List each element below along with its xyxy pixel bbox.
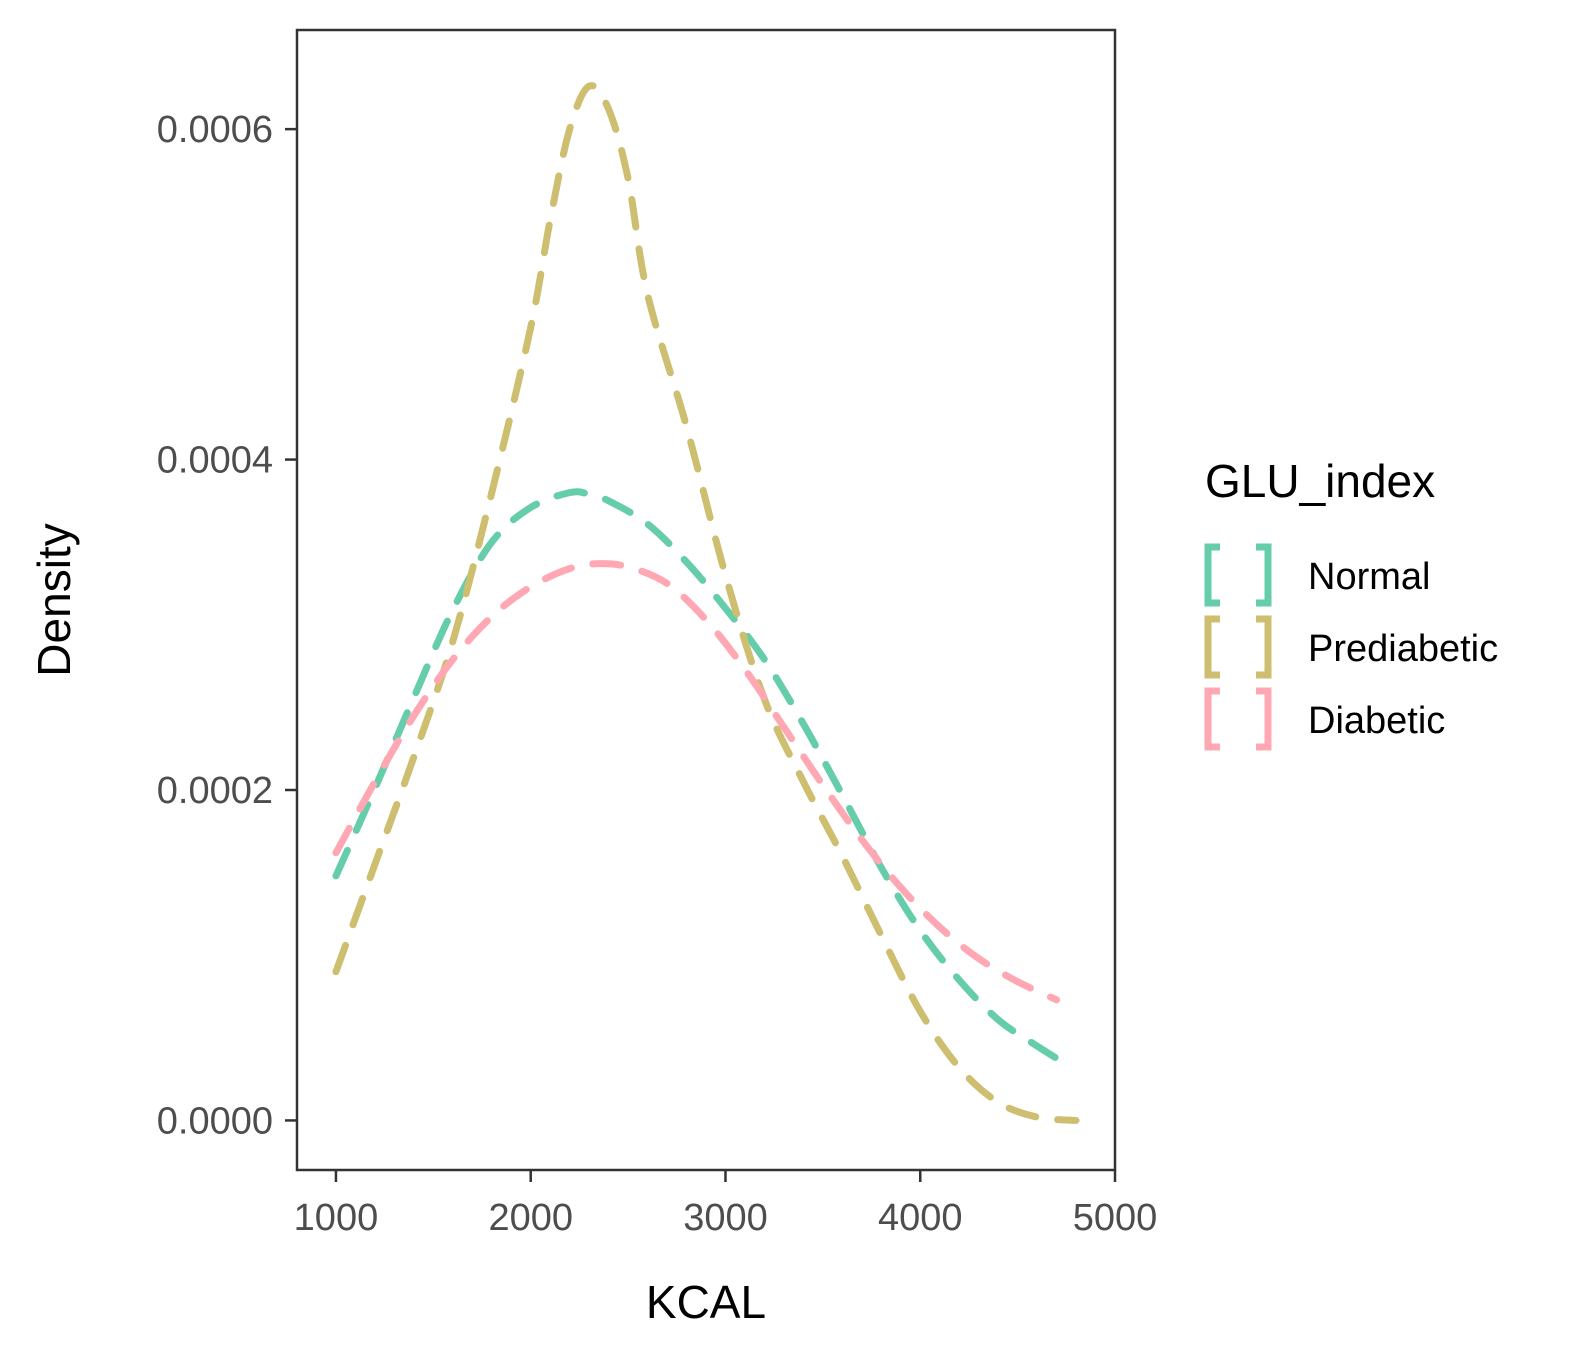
legend-key-diabetic (1204, 687, 1272, 751)
legend-title: GLU_index (1205, 455, 1435, 507)
series-line-normal (332, 488, 1070, 1068)
x-tick-label: 3000 (683, 1197, 768, 1239)
y-axis-title: Density (28, 523, 80, 676)
legend-label-normal: Normal (1308, 556, 1430, 598)
x-tick-label: 2000 (488, 1197, 573, 1239)
series-layer (332, 82, 1080, 1124)
y-tick-label: 0.0000 (157, 1100, 273, 1142)
x-tick-label: 4000 (878, 1197, 963, 1239)
legend-key-prediabetic (1204, 615, 1272, 679)
series-line-diabetic (332, 560, 1061, 1004)
y-axis: 0.0000 0.0002 0.0004 0.0006 (157, 109, 297, 1142)
legend: GLU_index Normal Prediabetic Diabetic (1204, 455, 1498, 751)
x-tick-label: 1000 (294, 1197, 379, 1239)
legend-key-normal (1204, 543, 1272, 607)
x-tick-label: 5000 (1073, 1197, 1158, 1239)
y-tick-label: 0.0006 (157, 109, 273, 151)
legend-label-diabetic: Diabetic (1308, 700, 1445, 742)
legend-label-prediabetic: Prediabetic (1308, 628, 1498, 670)
y-tick-label: 0.0002 (157, 770, 273, 812)
y-tick-label: 0.0004 (157, 440, 273, 482)
plot-panel (295, 28, 1117, 1172)
series-line-prediabetic (332, 82, 1080, 1124)
x-axis: 1000 2000 3000 4000 5000 (294, 1170, 1158, 1239)
x-axis-title: KCAL (646, 1276, 766, 1328)
